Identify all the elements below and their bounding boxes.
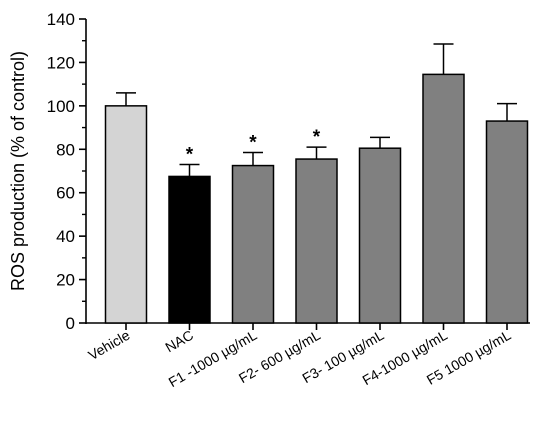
bar bbox=[358, 147, 402, 324]
significance-marker: * bbox=[186, 144, 194, 165]
bar bbox=[104, 105, 148, 324]
bar bbox=[168, 175, 211, 324]
bar bbox=[295, 158, 338, 324]
y-tick-label: 40 bbox=[56, 227, 75, 246]
y-axis-label: ROS production (% of control) bbox=[8, 51, 28, 291]
bar bbox=[231, 164, 275, 324]
y-tick-label: 20 bbox=[56, 271, 75, 290]
x-tick-label: NAC bbox=[162, 327, 196, 356]
bar bbox=[422, 73, 465, 324]
x-tick-label: Vehicle bbox=[85, 327, 132, 364]
y-tick-label: 100 bbox=[47, 97, 75, 116]
y-tick-label: 60 bbox=[56, 184, 75, 203]
significance-marker: * bbox=[313, 127, 321, 148]
y-tick-label: 0 bbox=[66, 314, 75, 333]
bar bbox=[485, 120, 529, 324]
significance-marker: * bbox=[249, 133, 257, 154]
y-tick-label: 80 bbox=[56, 140, 75, 159]
y-tick-label: 120 bbox=[47, 53, 75, 72]
y-tick-label: 140 bbox=[47, 10, 75, 29]
